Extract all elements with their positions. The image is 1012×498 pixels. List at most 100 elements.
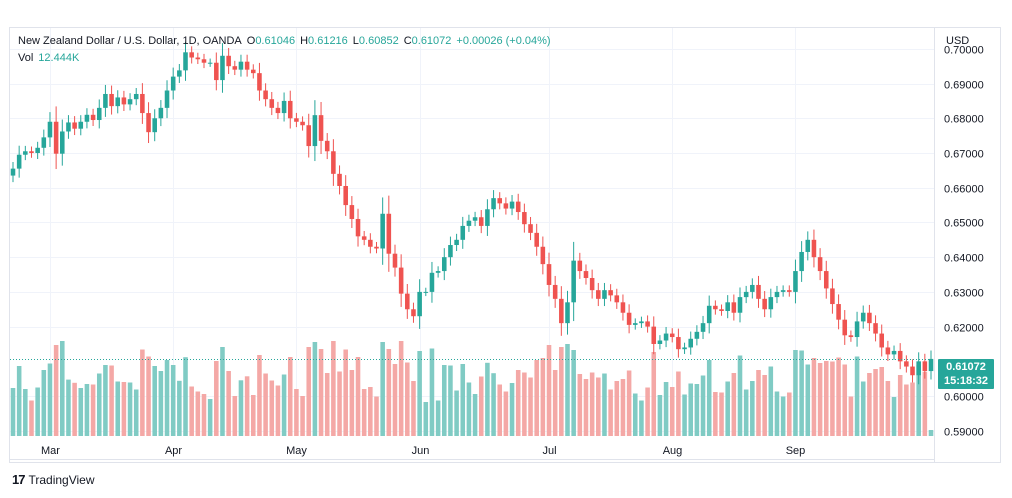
tradingview-logo-icon: 17 <box>12 472 26 487</box>
candle-body <box>750 284 755 292</box>
y-tick-label: 0.69000 <box>944 80 984 92</box>
candle-body <box>688 338 693 348</box>
candle-body <box>195 57 201 60</box>
candle-body <box>201 59 207 63</box>
last-price-tag: 0.61072 15:18:32 <box>938 359 994 389</box>
candle-body <box>238 61 244 70</box>
volume-bar <box>214 361 219 436</box>
candle-body <box>121 97 127 105</box>
volume-bar <box>405 362 410 436</box>
volume-bar <box>891 397 897 436</box>
candle-body <box>60 131 65 154</box>
candle-body <box>257 73 262 91</box>
volume-bar <box>534 360 539 436</box>
volume-bar <box>78 388 84 436</box>
volume-bar <box>368 387 373 436</box>
candle-body <box>460 225 466 240</box>
volume-bar <box>133 389 139 436</box>
candle-body <box>823 271 829 289</box>
volume-bar <box>337 371 342 436</box>
candle-body <box>232 66 238 70</box>
volume-bar <box>854 356 860 436</box>
candle-body <box>177 70 182 77</box>
candle-body <box>910 366 915 376</box>
candle-body <box>214 62 219 81</box>
candle-body <box>774 291 780 298</box>
volume-bar <box>183 357 188 436</box>
volume-bar <box>35 387 40 436</box>
volume-bar <box>96 373 102 436</box>
volume-bar <box>583 379 589 436</box>
candle-body <box>867 312 872 324</box>
candle-body <box>694 331 700 339</box>
tradingview-brand[interactable]: 17 TradingView <box>12 472 95 487</box>
candle-body <box>133 93 139 100</box>
volume-bar <box>897 375 903 436</box>
candle-body <box>645 321 650 327</box>
candle-body <box>497 198 503 204</box>
candle-body <box>669 333 675 338</box>
volume-bar <box>546 345 552 436</box>
volume-bar <box>324 373 330 436</box>
volume-label[interactable]: Vol <box>18 52 34 64</box>
candle-body <box>534 232 539 247</box>
volume-bar <box>657 395 663 436</box>
low-label: L <box>352 35 359 47</box>
close-value: 0.61072 <box>411 35 452 47</box>
x-tick-label: Mar <box>41 445 60 457</box>
x-tick-label: Apr <box>165 445 182 457</box>
candle-body <box>799 251 804 272</box>
volume-bar <box>90 384 96 436</box>
volume-bar <box>312 342 318 436</box>
volume-bar <box>448 365 453 436</box>
candle-body <box>805 239 811 252</box>
candle-body <box>731 302 737 313</box>
candle-body <box>164 90 170 108</box>
volume-bar <box>873 369 878 436</box>
volume-bar <box>867 373 872 436</box>
volume-bar <box>251 395 256 436</box>
candle-body <box>47 121 53 138</box>
volume-bar <box>121 382 127 436</box>
candle-body <box>663 333 669 341</box>
candle-body <box>602 290 607 299</box>
volume-bar <box>774 391 780 436</box>
candle-body <box>811 239 817 258</box>
candle-body <box>318 115 324 141</box>
volume-bar <box>244 376 250 436</box>
candle-body <box>127 99 133 105</box>
candle-body <box>244 61 250 70</box>
volume-bar <box>361 389 367 436</box>
volume-bar <box>830 361 835 436</box>
candle-body <box>503 203 509 209</box>
volume-bar <box>787 392 792 436</box>
volume-bar <box>429 348 435 436</box>
y-tick-label: 0.63000 <box>944 288 984 300</box>
close-label: C <box>403 35 412 47</box>
volume-bar <box>639 400 644 436</box>
candle-body <box>528 224 533 233</box>
volume-bar <box>497 384 503 436</box>
candle-body <box>509 201 515 209</box>
volume-bar <box>485 362 490 436</box>
candle-body <box>405 293 410 310</box>
candle-body <box>29 151 34 154</box>
candle-body <box>719 309 724 311</box>
currency-label[interactable]: USD <box>946 35 970 47</box>
volume-bar <box>737 355 743 436</box>
candle-body <box>916 361 921 376</box>
symbol-name[interactable]: New Zealand Dollar / U.S. Dollar, 1D, OA… <box>18 35 242 47</box>
candle-body <box>398 267 404 294</box>
candle-body <box>552 284 558 299</box>
candle-body <box>281 100 287 114</box>
chart-frame[interactable] <box>9 27 1001 463</box>
candle-body <box>263 90 268 100</box>
candle-body <box>115 97 121 107</box>
low-value: 0.60852 <box>358 35 399 47</box>
volume-bar <box>602 373 607 436</box>
volume-bar <box>411 381 416 436</box>
candle-body <box>860 312 866 322</box>
volume-bar <box>651 352 657 436</box>
candle-body <box>700 323 706 332</box>
